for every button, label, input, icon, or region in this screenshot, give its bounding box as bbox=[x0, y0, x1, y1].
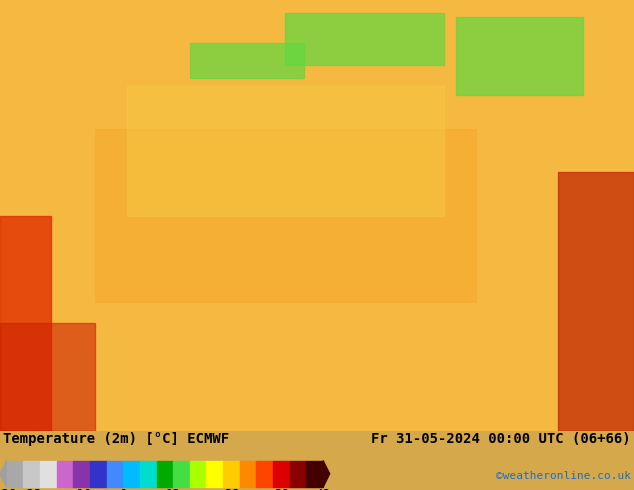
Bar bbox=[190, 43, 304, 77]
Bar bbox=[23, 461, 40, 487]
Bar bbox=[56, 461, 73, 487]
Text: Temperature (2m) [°C] ECMWF: Temperature (2m) [°C] ECMWF bbox=[3, 432, 230, 446]
Bar bbox=[123, 461, 140, 487]
Bar bbox=[273, 461, 290, 487]
Text: Fr 31-05-2024 00:00 UTC (06+66): Fr 31-05-2024 00:00 UTC (06+66) bbox=[372, 432, 631, 446]
Text: 48: 48 bbox=[316, 488, 330, 490]
Bar bbox=[290, 461, 306, 487]
Bar bbox=[0, 323, 95, 431]
Bar bbox=[456, 17, 583, 95]
Polygon shape bbox=[323, 461, 330, 487]
Bar bbox=[285, 13, 444, 65]
Bar bbox=[140, 461, 157, 487]
Text: ©weatheronline.co.uk: ©weatheronline.co.uk bbox=[496, 471, 631, 481]
Bar bbox=[6, 461, 23, 487]
Text: -28: -28 bbox=[0, 488, 18, 490]
Polygon shape bbox=[0, 461, 6, 487]
Bar bbox=[306, 461, 323, 487]
Bar bbox=[257, 461, 273, 487]
Bar bbox=[207, 461, 223, 487]
Bar bbox=[223, 461, 240, 487]
Bar bbox=[190, 461, 207, 487]
Bar bbox=[40, 461, 56, 487]
Bar bbox=[73, 461, 90, 487]
Text: 0: 0 bbox=[119, 488, 127, 490]
Bar bbox=[90, 461, 107, 487]
Text: -22: -22 bbox=[20, 488, 43, 490]
Text: 38: 38 bbox=[274, 488, 289, 490]
Bar bbox=[558, 172, 634, 431]
Bar bbox=[240, 461, 257, 487]
Text: 26: 26 bbox=[224, 488, 239, 490]
Text: 12: 12 bbox=[165, 488, 181, 490]
Bar bbox=[0, 216, 51, 431]
Bar bbox=[107, 461, 123, 487]
Bar bbox=[173, 461, 190, 487]
Bar bbox=[95, 129, 476, 302]
Bar bbox=[127, 86, 444, 216]
Bar bbox=[157, 461, 173, 487]
Text: -10: -10 bbox=[70, 488, 93, 490]
